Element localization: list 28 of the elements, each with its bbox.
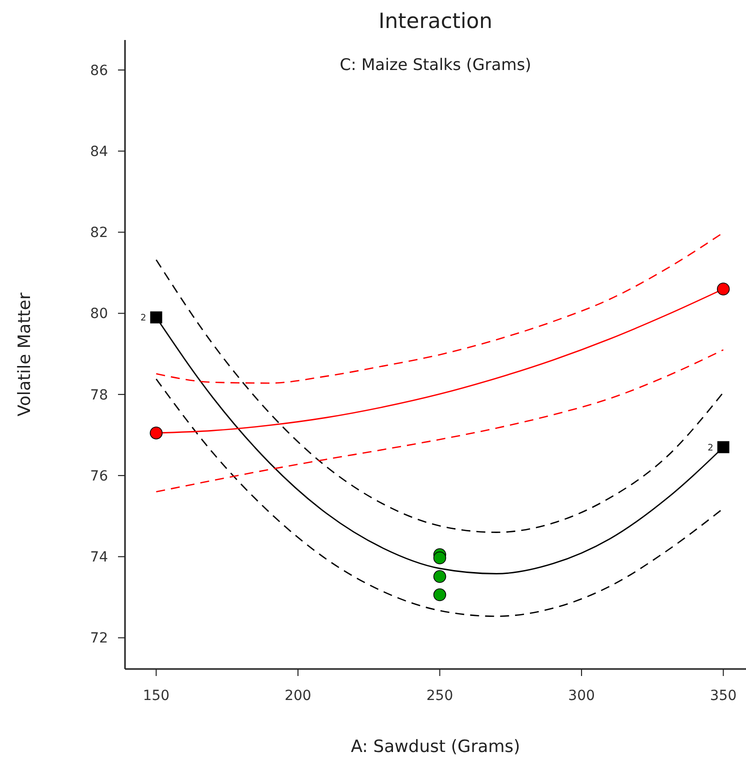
y-tick-label: 74 (90, 550, 108, 566)
line-series (156, 349, 724, 492)
point (433, 551, 446, 564)
y-tick-label: 76 (90, 468, 108, 484)
line-series (156, 259, 724, 533)
y-tick-label: 82 (90, 225, 108, 242)
x-tick-label: 200 (284, 688, 312, 704)
y-tick-label: 80 (90, 306, 108, 322)
text: C: Maize Stalks (Grams) (340, 55, 532, 74)
annotation: 2 (708, 443, 714, 454)
x-tick-label: 250 (426, 688, 454, 704)
chart-title: Interaction (378, 9, 492, 33)
point (433, 570, 446, 583)
x-axis-title: A: Sawdust (Grams) (350, 737, 520, 757)
point (433, 588, 446, 602)
y-tick-label: 84 (90, 144, 108, 160)
y-tick-label: 86 (90, 62, 108, 79)
y-tick-label: 78 (90, 387, 108, 404)
point (150, 311, 162, 324)
x-tick-label: 300 (568, 688, 595, 704)
annotation: 2 (140, 314, 146, 324)
point (150, 426, 163, 440)
y-tick-label: 72 (90, 630, 108, 647)
point (717, 441, 730, 454)
y-axis-title: Volatile Matter (15, 292, 35, 416)
x-tick-label: 350 (710, 688, 737, 704)
x-tick-label: 150 (142, 688, 170, 704)
point (716, 282, 730, 296)
